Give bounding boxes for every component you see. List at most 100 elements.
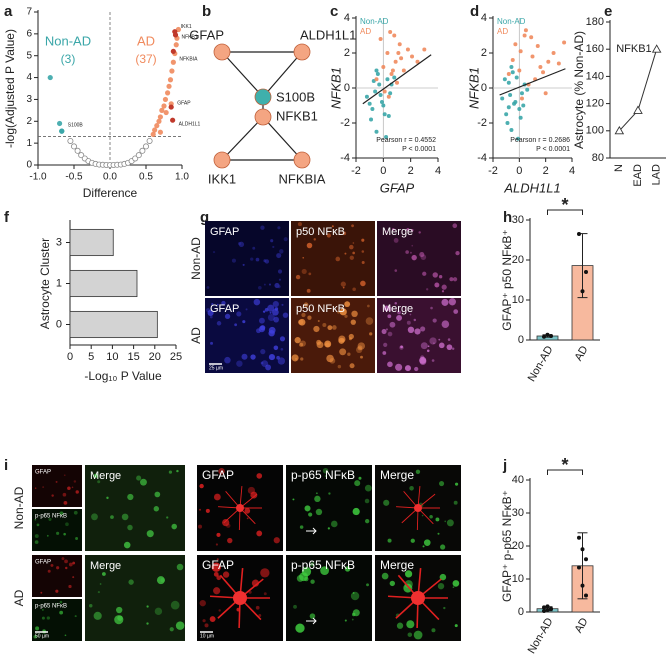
point bbox=[577, 535, 581, 540]
cell-signal bbox=[382, 351, 387, 355]
cell-signal bbox=[453, 500, 458, 505]
cell-signal bbox=[72, 576, 75, 579]
point bbox=[542, 334, 546, 339]
cell-signal bbox=[207, 309, 214, 316]
cell-signal bbox=[348, 333, 354, 340]
y-tick-label: 4 bbox=[344, 12, 350, 24]
point bbox=[382, 112, 387, 117]
point bbox=[543, 91, 548, 96]
cell-signal bbox=[342, 231, 347, 236]
point bbox=[556, 61, 561, 66]
x-tick-label: Non-AD bbox=[526, 616, 556, 656]
astrocyte-soma bbox=[414, 504, 422, 512]
x-axis-label: ALDH1L1 bbox=[503, 180, 560, 195]
node-label: NFKBIA bbox=[279, 171, 326, 186]
cell-signal bbox=[279, 249, 284, 254]
point bbox=[545, 608, 550, 613]
point bbox=[502, 77, 507, 82]
cell-signal bbox=[357, 342, 366, 350]
point bbox=[518, 115, 523, 120]
cell-signal bbox=[324, 475, 327, 477]
cell-signal bbox=[64, 559, 68, 564]
micrograph bbox=[32, 465, 82, 507]
cell-signal bbox=[37, 470, 40, 473]
bar bbox=[69, 228, 114, 257]
cell-signal bbox=[256, 328, 261, 334]
point bbox=[364, 94, 369, 99]
point bbox=[67, 137, 74, 144]
y-tick-label: 80 bbox=[592, 152, 604, 164]
cell-signal bbox=[435, 517, 440, 522]
point bbox=[382, 89, 387, 94]
count-label: (37) bbox=[135, 52, 156, 66]
cell-signal bbox=[304, 576, 309, 582]
cell-signal bbox=[361, 250, 365, 253]
cell-signal bbox=[209, 616, 216, 622]
cell-signal bbox=[366, 583, 370, 587]
point bbox=[514, 75, 519, 80]
cell-signal bbox=[255, 605, 260, 610]
point bbox=[57, 120, 63, 127]
cell-signal bbox=[175, 621, 185, 630]
y-tick-label: 20 bbox=[512, 540, 524, 552]
cell-signal bbox=[409, 313, 412, 316]
y-tick-label: 120 bbox=[586, 98, 604, 110]
cell-signal bbox=[59, 600, 63, 604]
cell-signal bbox=[257, 285, 262, 290]
cell-signal bbox=[234, 323, 238, 327]
point bbox=[397, 42, 402, 47]
cell-signal bbox=[250, 491, 258, 499]
labeled-point bbox=[59, 128, 65, 134]
cell-signal bbox=[216, 558, 219, 561]
annotation: P < 0.0001 bbox=[536, 146, 570, 153]
cell-signal bbox=[154, 491, 161, 498]
cell-signal bbox=[61, 557, 65, 561]
cell-signal bbox=[455, 482, 459, 486]
x-tick-label: LAD bbox=[651, 164, 663, 185]
cell-signal bbox=[351, 618, 354, 621]
cell-signal bbox=[352, 242, 355, 244]
point bbox=[392, 33, 397, 38]
cell-signal bbox=[393, 238, 399, 243]
point bbox=[47, 74, 53, 81]
cell-signal bbox=[315, 508, 323, 516]
cell-signal bbox=[441, 320, 450, 328]
point bbox=[374, 129, 379, 134]
point bbox=[506, 105, 511, 110]
cell-signal bbox=[433, 342, 435, 345]
cell-signal bbox=[258, 317, 265, 324]
point bbox=[388, 30, 393, 34]
cell-signal bbox=[63, 532, 66, 536]
point bbox=[422, 47, 427, 52]
cell-signal bbox=[231, 258, 236, 263]
point-label: NFKBIA bbox=[179, 57, 198, 63]
point bbox=[521, 103, 526, 108]
cell-signal bbox=[444, 520, 447, 523]
point bbox=[392, 75, 397, 80]
bar bbox=[69, 269, 138, 298]
cell-signal bbox=[166, 516, 169, 519]
cell-signal bbox=[385, 328, 388, 331]
image-label: Merge bbox=[380, 558, 414, 572]
cell-signal bbox=[441, 290, 445, 293]
x-tick-label: 10 bbox=[106, 351, 118, 363]
cell-signal bbox=[400, 345, 403, 349]
point bbox=[386, 114, 391, 118]
point bbox=[396, 51, 401, 55]
point bbox=[150, 131, 156, 137]
cell-signal bbox=[421, 514, 424, 517]
x-tick-label: AD bbox=[573, 344, 591, 363]
cell-signal bbox=[99, 583, 102, 585]
point bbox=[388, 91, 393, 96]
y-tick-label: 40 bbox=[512, 474, 524, 486]
cell-signal bbox=[397, 310, 401, 315]
cell-signal bbox=[265, 364, 272, 371]
cell-signal bbox=[59, 610, 64, 615]
point bbox=[542, 609, 546, 614]
cell-signal bbox=[309, 613, 316, 619]
cell-signal bbox=[280, 347, 284, 351]
cell-signal bbox=[387, 538, 392, 543]
cell-signal bbox=[426, 349, 430, 353]
row-label: AD bbox=[12, 589, 26, 606]
cell-signal bbox=[268, 283, 272, 286]
